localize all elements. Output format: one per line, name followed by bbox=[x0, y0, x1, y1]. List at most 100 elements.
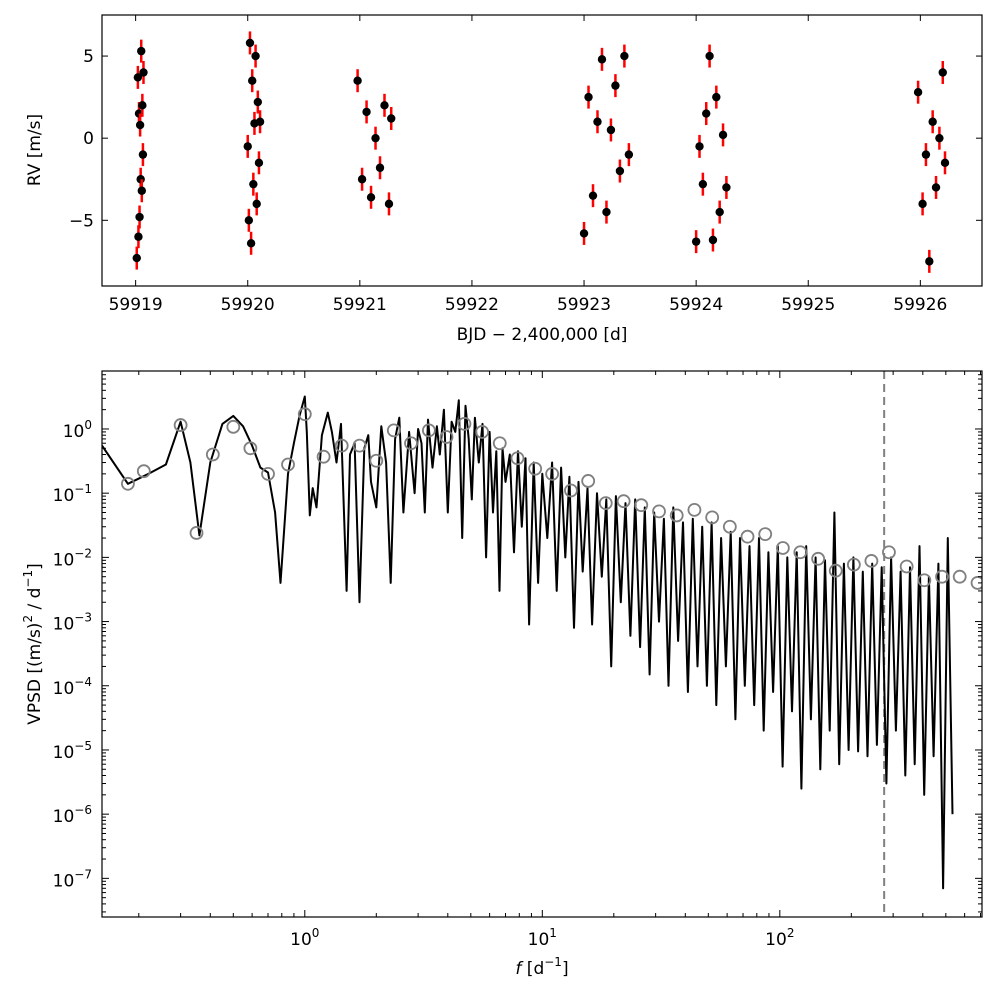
rv-point bbox=[602, 207, 611, 217]
rv-point bbox=[702, 109, 711, 118]
tick-base: 10 bbox=[765, 930, 787, 950]
rv-x-tick-label: 59926 bbox=[893, 295, 947, 315]
rv-point bbox=[375, 163, 385, 172]
rv-point bbox=[134, 232, 143, 241]
vpsd-y-tick-label: 10−6 bbox=[53, 803, 92, 827]
binned-point bbox=[510, 451, 525, 466]
rv-x-tick-label: 59922 bbox=[445, 295, 499, 315]
rv-point bbox=[925, 257, 934, 266]
tick-base: 10 bbox=[528, 930, 550, 950]
rv-point bbox=[138, 150, 148, 159]
binned-point bbox=[740, 529, 755, 544]
rv-point bbox=[357, 175, 367, 184]
binned-point bbox=[261, 466, 275, 481]
rv-point bbox=[588, 191, 598, 200]
binned-point bbox=[226, 419, 241, 434]
binned-point bbox=[205, 447, 220, 462]
vpsd-x-tick-label: 102 bbox=[765, 926, 794, 950]
rv-point bbox=[243, 142, 252, 151]
rv-x-tick-label: 59921 bbox=[333, 295, 387, 315]
x-label-close: ] bbox=[562, 959, 569, 979]
rv-point bbox=[918, 199, 927, 209]
binned-vpsd-points bbox=[121, 407, 982, 590]
rv-point bbox=[624, 150, 634, 159]
tick-exponent: −3 bbox=[74, 611, 92, 625]
rv-point bbox=[253, 97, 263, 107]
binned-point bbox=[758, 527, 773, 542]
vpsd-y-tick-label: 10−2 bbox=[53, 546, 92, 570]
binned-point bbox=[281, 457, 295, 472]
vpsd-x-tick-label: 101 bbox=[528, 926, 557, 950]
binned-point bbox=[652, 504, 666, 519]
binned-point bbox=[439, 430, 454, 444]
rv-point bbox=[708, 235, 718, 245]
binned-point bbox=[722, 519, 737, 534]
binned-point bbox=[581, 474, 596, 488]
rv-point bbox=[695, 142, 704, 151]
binned-point bbox=[136, 464, 151, 479]
binned-point bbox=[334, 438, 349, 453]
rv-point bbox=[371, 133, 380, 143]
rv-point bbox=[931, 183, 941, 192]
rv-time-series-panel: 59919 59920 59921 59922 59923 59924 59925 59926… bbox=[25, 14, 983, 345]
rv-point bbox=[620, 51, 629, 61]
rv-point bbox=[584, 92, 593, 102]
binned-point bbox=[917, 573, 932, 588]
vpsd-y-tick-label: 10−5 bbox=[53, 739, 92, 763]
rv-point bbox=[712, 92, 721, 102]
tick-exponent: −4 bbox=[74, 675, 92, 689]
x-label-exponent: −1 bbox=[544, 955, 562, 969]
vpsd-y-tick-label: 10−1 bbox=[53, 482, 92, 506]
binned-point bbox=[634, 498, 649, 513]
vpsd-x-tick-label: 100 bbox=[290, 926, 319, 950]
binned-point bbox=[846, 557, 861, 572]
binned-point bbox=[316, 449, 331, 464]
rv-point bbox=[597, 55, 607, 64]
y-label-end: ] bbox=[25, 563, 45, 570]
rv-point bbox=[615, 166, 625, 176]
tick-exponent: −1 bbox=[74, 482, 92, 496]
rv-point bbox=[698, 179, 708, 189]
binned-point bbox=[705, 510, 720, 525]
rv-point bbox=[135, 212, 144, 222]
vpsd-y-tick-label: 10−7 bbox=[53, 867, 92, 891]
rv-point bbox=[593, 117, 602, 126]
y-label-main: VPSD [(m/s) bbox=[25, 623, 45, 725]
rv-point bbox=[606, 125, 616, 135]
binned-point bbox=[297, 407, 312, 422]
rv-point bbox=[715, 207, 724, 217]
binned-point bbox=[687, 502, 702, 517]
rv-point bbox=[137, 186, 146, 195]
binned-point bbox=[492, 436, 507, 451]
rv-y-tick-label: 5 bbox=[83, 47, 94, 67]
tick-base: 10 bbox=[63, 422, 85, 442]
rv-point bbox=[928, 117, 937, 126]
tick-base: 10 bbox=[53, 550, 75, 570]
vpsd-y-tick-label: 10−3 bbox=[53, 611, 92, 635]
tick-base: 10 bbox=[290, 930, 312, 950]
binned-point bbox=[528, 461, 543, 476]
rv-point bbox=[246, 239, 256, 248]
rv-point bbox=[705, 51, 714, 61]
y-label-mid: / d bbox=[25, 588, 45, 615]
binned-point bbox=[545, 466, 560, 481]
rv-point bbox=[245, 38, 255, 48]
binned-point bbox=[882, 545, 896, 560]
vpsd-curve bbox=[102, 395, 954, 890]
rv-point bbox=[579, 229, 589, 238]
binned-point bbox=[173, 418, 188, 432]
binned-point bbox=[404, 436, 418, 451]
vpsd-y-axis-label: VPSD [(m/s)2 / d−1] bbox=[21, 563, 45, 725]
binned-point bbox=[457, 416, 472, 431]
y-label-sup-2: −1 bbox=[21, 570, 35, 588]
rv-y-tick-label: 0 bbox=[83, 129, 94, 149]
rv-point bbox=[921, 150, 931, 159]
binned-point bbox=[864, 554, 879, 568]
binned-point bbox=[828, 563, 843, 578]
rv-point bbox=[913, 87, 923, 97]
rv-point bbox=[940, 158, 950, 168]
vpsd-periodogram-panel: 100 101 10210010−110−210−310−410−510−610−7… bbox=[21, 370, 983, 979]
tick-base: 10 bbox=[53, 679, 75, 699]
y-label-sup-1: 2 bbox=[21, 615, 35, 623]
